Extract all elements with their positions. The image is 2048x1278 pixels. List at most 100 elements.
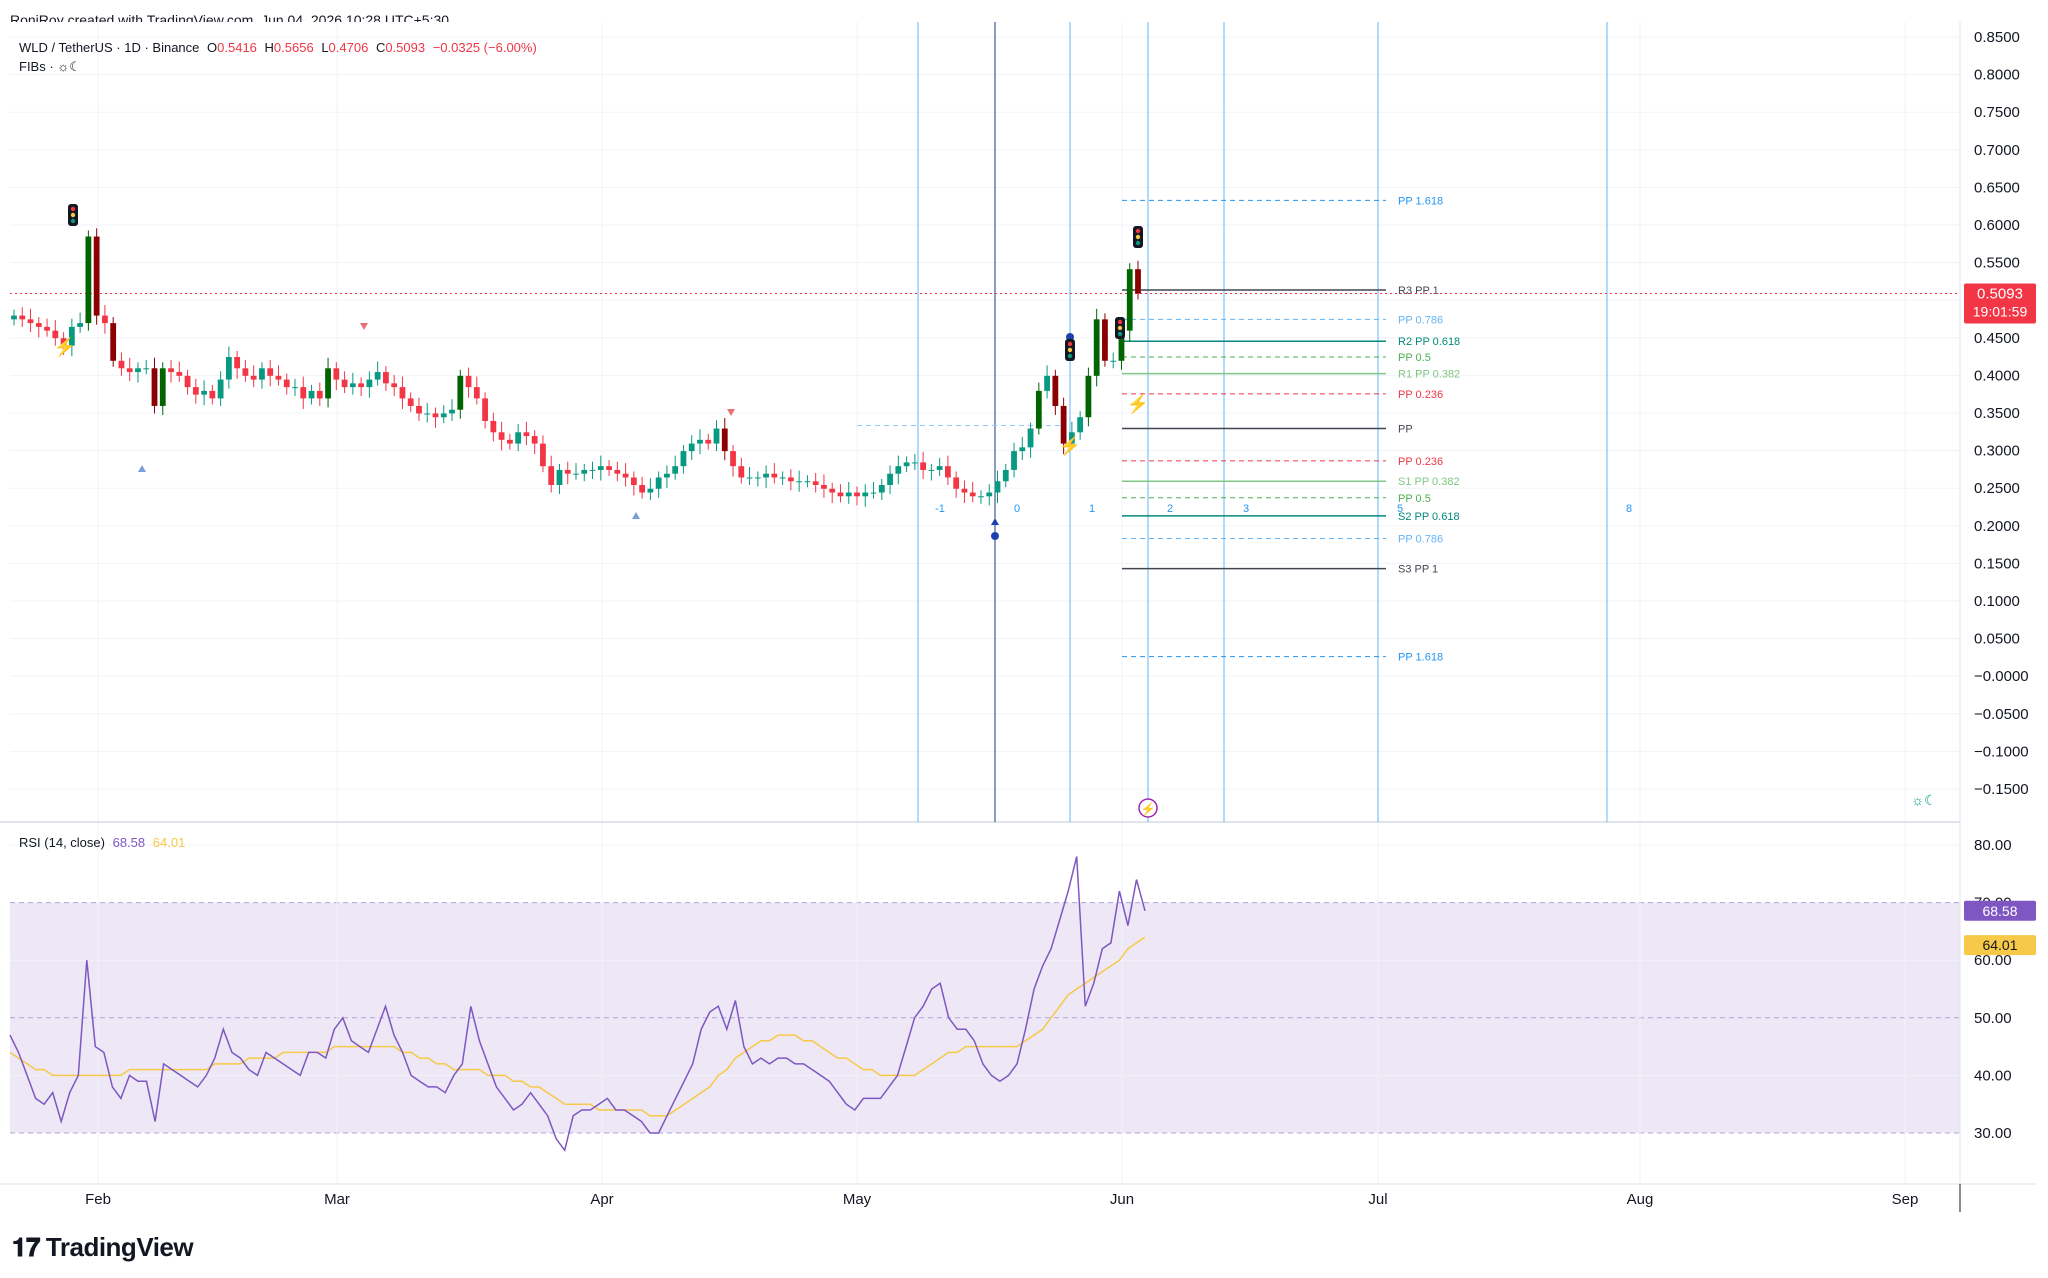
close-label: C: [375, 40, 386, 55]
candle-body: [531, 436, 538, 444]
fib-time-zone-label: 2: [1167, 503, 1173, 515]
date-tick-label: Jul: [1368, 1191, 1387, 1208]
candle-body: [945, 466, 951, 478]
candle-body: [854, 492, 860, 497]
candle-body: [597, 466, 604, 470]
date-tick-label: Mar: [324, 1191, 350, 1208]
candle-body: [358, 383, 365, 388]
candle-body: [911, 462, 918, 464]
price-tick-label: 0.3000: [1974, 443, 2020, 460]
fib-time-zone-label: 5: [1397, 503, 1403, 515]
price-legend: WLD / TetherUS · 1D · Binance O0.5416 H0…: [19, 40, 541, 55]
rsi-line: [9, 856, 1146, 1153]
candle-body: [424, 413, 431, 415]
candle-body: [366, 379, 373, 388]
rsi-legend: RSI (14, close) 68.58 64.01: [19, 835, 189, 850]
rsi-label[interactable]: RSI (14, close): [19, 835, 105, 850]
candle-body: [581, 469, 588, 474]
candle-body: [837, 492, 844, 497]
date-tick-label: May: [843, 1191, 872, 1208]
candle-body: [986, 492, 993, 497]
candle-body: [540, 443, 546, 467]
price-tick-label: 0.6000: [1974, 217, 2020, 234]
fib-time-zone-label: -1: [935, 503, 945, 515]
price-tick-label: 0.8500: [1974, 29, 2020, 46]
candle-body: [523, 432, 530, 437]
price-tick-label: −0.1000: [1974, 743, 2029, 760]
fib-pivot-label: PP 0.5: [1398, 352, 1431, 364]
symbol-label[interactable]: WLD / TetherUS · 1D · Binance: [19, 40, 200, 55]
candle-body: [746, 477, 753, 479]
candle-body: [680, 451, 687, 467]
signal-triangle-up-icon: [991, 518, 999, 525]
rsi-ma-line: [9, 936, 1146, 1117]
candle-body: [506, 439, 513, 444]
candle-body: [209, 390, 216, 399]
candle-body: [333, 368, 340, 380]
candle-body: [184, 375, 191, 388]
candle-body: [267, 368, 274, 376]
candle-body: [473, 387, 480, 399]
candle-body: [283, 379, 290, 388]
price-tick-label: 0.3500: [1974, 405, 2020, 422]
candle-body: [416, 405, 422, 414]
tradingview-logo[interactable]: 𝟏𝟕 TradingView: [12, 1232, 194, 1264]
candle-body: [829, 488, 836, 493]
low-label: L: [321, 40, 329, 55]
candle-body: [1044, 375, 1050, 391]
candle-body: [19, 315, 26, 320]
candle-body: [1027, 428, 1034, 448]
fib-pivot-label: PP 0.786: [1398, 533, 1443, 545]
candle-body: [548, 466, 555, 485]
candle-body: [1068, 432, 1075, 444]
fib-pivot-label: R1 PP 0.382: [1398, 369, 1460, 381]
candle-body: [465, 375, 472, 388]
candle-body: [754, 477, 761, 479]
last-price-badge: [1964, 283, 2036, 324]
rsi-tick-label: 50.00: [1974, 1010, 2012, 1027]
candle-body: [27, 319, 34, 324]
candle-body: [407, 398, 414, 406]
event-icon: [1138, 798, 1158, 818]
traffic-light-dot: [70, 212, 76, 218]
fib-pivot-label: PP 1.618: [1398, 652, 1443, 664]
candle-body: [275, 375, 282, 380]
candle-body: [556, 469, 563, 485]
candle-body: [672, 466, 679, 474]
candle-body: [242, 368, 249, 376]
candle-body: [399, 387, 406, 399]
traffic-light-dot: [1117, 325, 1123, 331]
fib-time-zone-label: 8: [1626, 503, 1632, 515]
candle-body: [52, 330, 59, 339]
traffic-light-dot: [1135, 240, 1141, 246]
date-tick-label: Aug: [1627, 1191, 1654, 1208]
candle-body: [969, 492, 976, 497]
candle-body: [953, 477, 960, 489]
last-price-badge-value: 0.5093: [1977, 286, 2023, 303]
candle-body: [614, 469, 621, 474]
tradingview-logo-icon: 𝟏𝟕: [12, 1232, 40, 1262]
candle-body: [688, 443, 695, 452]
candle-body: [664, 473, 670, 478]
price-tick-label: −0.0000: [1974, 668, 2029, 685]
price-tick-label: 0.5500: [1974, 255, 2020, 272]
candle-body: [647, 488, 654, 493]
fibs-indicator-label[interactable]: FIBs · ☼☾: [19, 59, 81, 74]
candle-body: [102, 315, 108, 324]
high-value: 0.5656: [273, 40, 314, 55]
rsi-tick-label: 60.00: [1974, 952, 2012, 969]
fib-pivot-label: R3 PP 1: [1398, 285, 1439, 297]
price-tick-label: 0.1000: [1974, 593, 2020, 610]
candle-body: [928, 469, 935, 471]
fib-pivot-label: PP 0.236: [1398, 456, 1443, 468]
traffic-light-dot: [1135, 228, 1141, 234]
candle-body: [1126, 269, 1133, 331]
candle-body: [705, 439, 712, 444]
candle-body: [316, 390, 323, 399]
candle-body: [482, 398, 488, 421]
candle-body: [341, 379, 348, 388]
candle-body: [862, 492, 869, 497]
date-tick-label: Apr: [590, 1191, 613, 1208]
candle-body: [391, 383, 398, 388]
